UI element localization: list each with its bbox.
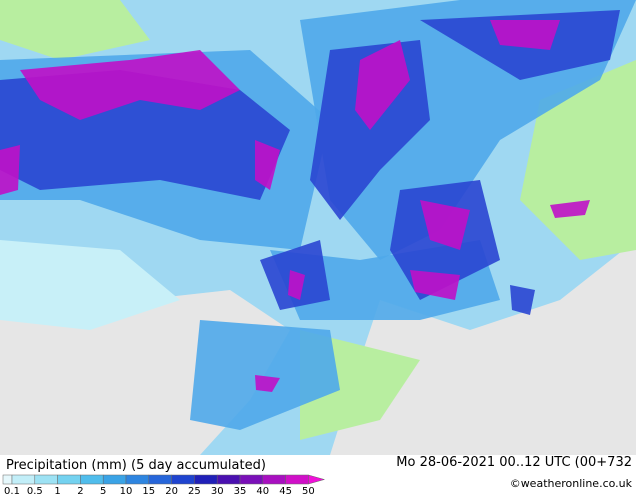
precip-area bbox=[255, 375, 280, 392]
legend-label: 0.5 bbox=[27, 486, 43, 496]
legend-swatch bbox=[34, 474, 58, 485]
map-title: Precipitation (mm) (5 day accumulated) bbox=[6, 458, 266, 473]
legend-label: 30 bbox=[211, 486, 224, 496]
land-area bbox=[330, 240, 636, 455]
precip-area bbox=[420, 200, 470, 250]
credit: ©weatheronline.co.uk bbox=[510, 477, 633, 490]
precip-area bbox=[490, 20, 560, 50]
legend: 0.1 0.5 1 2 5 10 15 20 25 30 35 40 45 50 bbox=[2, 474, 326, 496]
legend-label: 10 bbox=[120, 486, 133, 496]
land-area bbox=[0, 0, 150, 60]
legend-label: 20 bbox=[165, 486, 178, 496]
legend-swatch bbox=[285, 474, 309, 485]
legend-swatch bbox=[239, 474, 264, 485]
precip-field bbox=[0, 0, 636, 455]
legend-swatch bbox=[171, 474, 195, 485]
legend-swatch bbox=[125, 474, 150, 485]
legend-swatch bbox=[57, 474, 81, 485]
legend-swatch bbox=[11, 474, 36, 485]
legend-label: 0.1 bbox=[4, 486, 20, 496]
legend-label: 40 bbox=[256, 486, 269, 496]
legend-swatch bbox=[2, 474, 13, 485]
precip-area bbox=[20, 50, 240, 120]
land-area bbox=[0, 240, 180, 330]
legend-label: 15 bbox=[142, 486, 155, 496]
precip-area bbox=[255, 140, 280, 190]
legend-label: 2 bbox=[77, 486, 83, 496]
legend-label: 5 bbox=[100, 486, 106, 496]
legend-label: 25 bbox=[188, 486, 201, 496]
precip-area bbox=[0, 145, 20, 195]
legend-label: 50 bbox=[302, 486, 315, 496]
legend-label: 45 bbox=[279, 486, 292, 496]
precip-area bbox=[510, 285, 535, 315]
legend-swatch bbox=[262, 474, 286, 485]
legend-swatch bbox=[80, 474, 104, 485]
legend-swatch bbox=[194, 474, 218, 485]
precip-area bbox=[190, 320, 340, 430]
legend-swatch bbox=[308, 474, 326, 485]
valid-time: Mo 28-06-2021 00..12 UTC (00+732 bbox=[396, 455, 632, 470]
precip-area bbox=[410, 270, 460, 300]
precip-area bbox=[355, 40, 410, 130]
legend-swatch bbox=[148, 474, 172, 485]
precip-area bbox=[288, 270, 305, 300]
legend-swatch bbox=[216, 474, 241, 485]
legend-swatch bbox=[102, 474, 127, 485]
legend-label: 1 bbox=[54, 486, 60, 496]
legend-label: 35 bbox=[234, 486, 247, 496]
precip-area bbox=[550, 200, 590, 218]
